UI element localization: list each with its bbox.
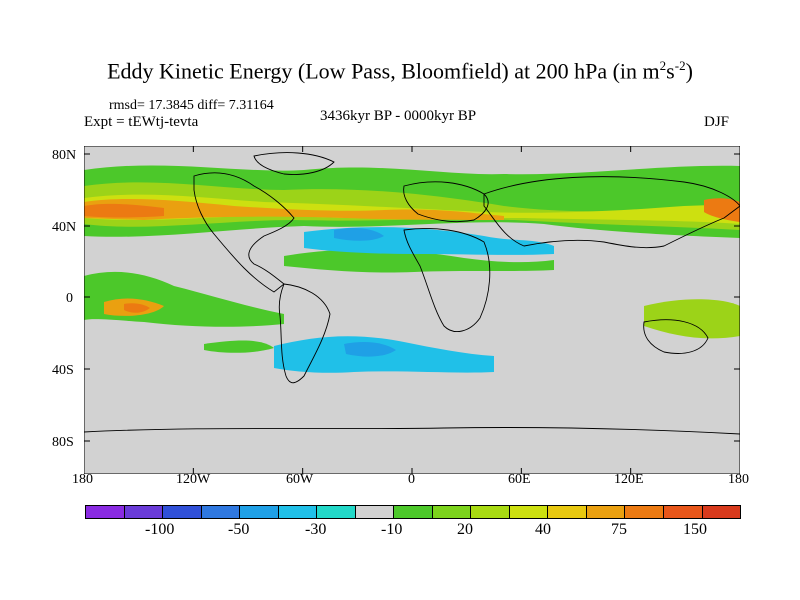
colorbar: [85, 505, 741, 519]
period-label: 3436kyr BP - 0000kyr BP: [320, 108, 477, 124]
sh-blue-core: [344, 342, 396, 357]
x-label-60w: 60W: [286, 472, 314, 487]
nh-orange-core-west: [84, 203, 164, 218]
nh-orange-band: [84, 199, 504, 220]
colorbar-label-minus-10: -10: [381, 521, 403, 538]
colorbar-segment-10: [471, 506, 510, 518]
asia-coast: [483, 176, 740, 249]
antarctica-coast: [84, 427, 740, 435]
title-unit: s: [666, 58, 675, 84]
colorbar-segment-9: [432, 506, 472, 518]
tropical-green-band: [284, 249, 554, 273]
greenland-coast: [253, 152, 335, 175]
colorbar-segment-3: [201, 506, 241, 518]
stats-text: rmsd= 17.3845 diff= 7.31164: [109, 98, 274, 113]
south-america-coast: [278, 283, 331, 384]
title-text: Eddy Kinetic Energy (Low Pass, Bloomfiel…: [107, 58, 660, 84]
colorbar-segment-5: [278, 506, 318, 518]
colorbar-label-75: 75: [611, 521, 627, 538]
x-label-120w: 120W: [176, 472, 211, 487]
x-label-60e: 60E: [508, 472, 531, 487]
sh-green-east: [644, 299, 740, 339]
axis-ticks: [84, 146, 740, 474]
colorbar-segment-7: [355, 506, 395, 518]
north-america-coast: [193, 172, 295, 293]
colorbar-segment-1: [124, 506, 164, 518]
y-label-40n: 40N: [52, 220, 77, 235]
x-label-180e: 180: [728, 472, 749, 487]
colorbar-segment-0: [86, 506, 125, 518]
colorbar-segment-11: [509, 506, 549, 518]
colorbar-segment-8: [394, 506, 433, 518]
colorbar-segment-4: [240, 506, 279, 518]
colorbar-segment-16: [702, 506, 741, 518]
x-label-0: 0: [408, 472, 415, 487]
colorbar-segment-6: [317, 506, 356, 518]
colorbar-segment-14: [625, 506, 664, 518]
y-label-0: 0: [66, 291, 73, 306]
sh-orange-west-core: [124, 303, 150, 313]
contour-fills: [84, 165, 740, 373]
coastlines: [84, 152, 740, 435]
tropical-blue-core: [334, 228, 384, 241]
y-label-40s: 40S: [52, 363, 74, 378]
colorbar-segment-15: [663, 506, 703, 518]
colorbar-label-minus-30: -30: [305, 521, 327, 538]
x-label-180w: 180: [72, 472, 93, 487]
colorbar-label-20: 20: [457, 521, 473, 538]
sh-green-mid: [204, 340, 274, 353]
y-label-80s: 80S: [52, 435, 74, 450]
colorbar-segment-13: [586, 506, 626, 518]
colorbar-label-minus-50: -50: [228, 521, 250, 538]
nh-yellow-band: [84, 194, 740, 224]
experiment-label: Expt = tEWtj-tevta: [84, 114, 199, 130]
map-plot: [84, 146, 740, 474]
colorbar-segment-12: [548, 506, 587, 518]
australia-coast: [643, 319, 709, 354]
y-label-80n: 80N: [52, 148, 77, 163]
europe-coast: [403, 181, 489, 223]
chart-title: Eddy Kinetic Energy (Low Pass, Bloomfiel…: [0, 58, 800, 84]
colorbar-segment-2: [163, 506, 202, 518]
colorbar-label-40: 40: [535, 521, 551, 538]
title-sup-2: -2: [674, 58, 686, 73]
x-label-120e: 120E: [614, 472, 644, 487]
season-label: DJF: [704, 114, 730, 130]
title-sup-1: 2: [659, 58, 667, 73]
nh-orange-core-east: [704, 198, 740, 222]
africa-coast: [403, 228, 491, 333]
colorbar-label-150: 150: [683, 521, 707, 538]
colorbar-label-minus-100: -100: [145, 521, 175, 538]
title-end: ): [685, 58, 693, 84]
